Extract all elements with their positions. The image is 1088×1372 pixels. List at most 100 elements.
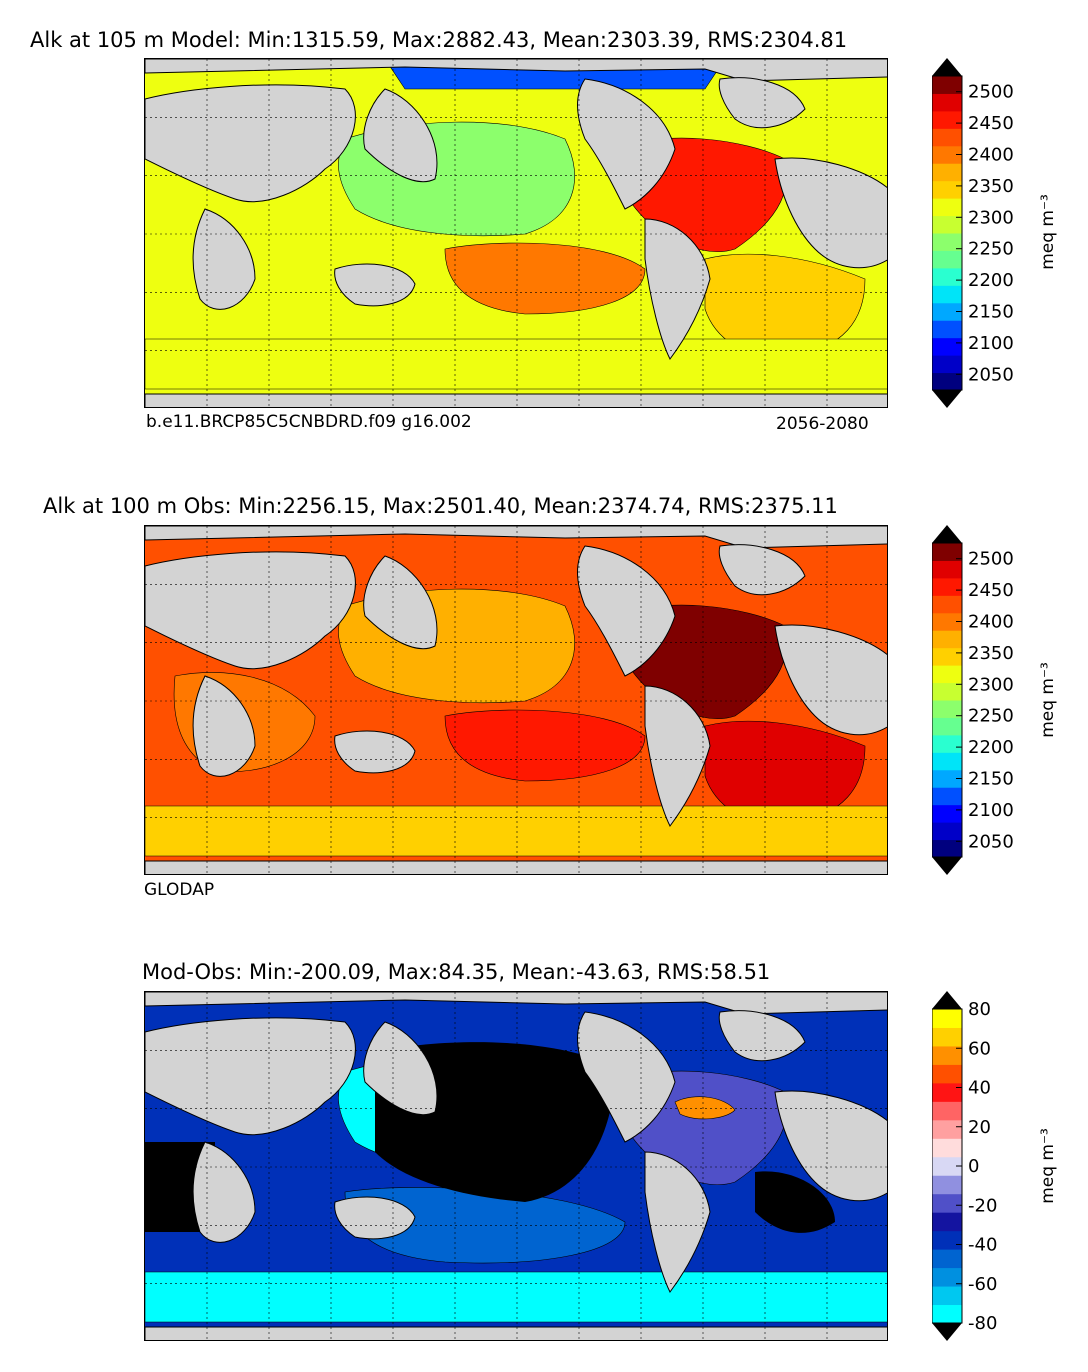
colorbar-tick-label: 2400 xyxy=(968,612,1014,633)
model-title: Alk at 105 m Model: Min:1315.59, Max:288… xyxy=(30,28,848,52)
colorbar-tick-label: 2400 xyxy=(968,145,1014,166)
colorbar-swatch xyxy=(932,682,962,701)
colorbar-swatch xyxy=(932,163,962,182)
land-mass xyxy=(334,1196,416,1240)
colorbar-swatch xyxy=(932,630,962,649)
land-mass xyxy=(363,1021,438,1116)
obs-title: Alk at 100 m Obs: Min:2256.15, Max:2501.… xyxy=(43,494,838,518)
colorbar-swatch xyxy=(932,577,962,596)
colorbar-swatch xyxy=(932,180,962,199)
colorbar-tick-label: 2300 xyxy=(968,674,1014,695)
colorbar-swatch xyxy=(932,198,962,217)
land-mass xyxy=(334,263,416,307)
land-mass xyxy=(145,1017,356,1136)
colorbar-frame xyxy=(931,542,963,858)
colorbar-tick-label: 2450 xyxy=(968,580,1014,601)
colorbar-tick-label: 2350 xyxy=(968,643,1014,664)
colorbar-swatch xyxy=(932,1082,962,1102)
region-gulf-stream xyxy=(674,1096,736,1120)
colorbar-swatch xyxy=(932,647,962,666)
colorbar-swatch xyxy=(932,285,962,304)
colorbar-swatch xyxy=(932,267,962,286)
colorbar-swatch xyxy=(932,1212,962,1232)
colorbar-tick-label: -80 xyxy=(968,1313,997,1334)
colorbar-swatch xyxy=(932,93,962,112)
diff-map xyxy=(144,991,888,1341)
land-mass xyxy=(577,1011,676,1143)
colorbar-swatch xyxy=(932,595,962,614)
colorbar-swatch xyxy=(932,560,962,579)
colorbar-swatch xyxy=(932,1119,962,1139)
colorbar-extend-min xyxy=(932,1323,962,1341)
land-mass xyxy=(145,59,887,82)
colorbar-extend-max xyxy=(932,991,962,1009)
colorbar-swatch xyxy=(932,804,962,823)
colorbar-swatch xyxy=(932,787,962,806)
colorbar-tick-label: 2100 xyxy=(968,333,1014,354)
colorbar-extend-max xyxy=(932,58,962,76)
colorbar-swatch xyxy=(932,110,962,129)
colorbar-swatch xyxy=(932,1175,962,1195)
land-mass xyxy=(192,675,256,777)
land-mass xyxy=(363,88,438,183)
colorbar-swatch xyxy=(932,1045,962,1065)
colorbar-tick-label: 40 xyxy=(968,1078,991,1099)
colorbar-swatch xyxy=(932,1267,962,1287)
colorbar-swatch xyxy=(932,717,962,736)
colorbar-swatch xyxy=(932,700,962,718)
colorbar-tick-label: 20 xyxy=(968,1117,991,1138)
diff-colorbar: -80 -60 -40 -20 0 20 40 60 80 xyxy=(931,991,1052,1345)
land-mass xyxy=(644,685,711,827)
colorbar-swatch xyxy=(932,822,962,841)
region-south-pacific-gyre xyxy=(444,242,646,315)
colorbar-swatch xyxy=(932,734,962,753)
colorbar-tick-label: -40 xyxy=(968,1235,997,1256)
colorbar-tick-label: 60 xyxy=(968,1038,991,1059)
colorbar-tick-label: 2450 xyxy=(968,113,1014,134)
colorbar-swatch xyxy=(932,337,962,356)
colorbar-swatch xyxy=(932,233,962,251)
colorbar-tick-label: 2100 xyxy=(968,800,1014,821)
region-southern-ocean xyxy=(145,805,887,857)
obs-source: GLODAP xyxy=(144,880,215,900)
region-southern-ocean xyxy=(145,338,887,390)
colorbar-extend-max xyxy=(932,525,962,543)
colorbar-extend-min xyxy=(932,390,962,408)
land-mass xyxy=(145,551,356,670)
land-mass xyxy=(718,77,806,129)
colorbar-swatch xyxy=(932,302,962,321)
model-colorbar: 2050 2100 2150 2200 2250 2300 2350 2400 2450 2500 xyxy=(931,58,1052,412)
obs-map xyxy=(144,525,888,875)
colorbar-tick-label: 2500 xyxy=(968,549,1014,570)
model-colorbar-label: meq m⁻³ xyxy=(1037,194,1058,270)
land-mass xyxy=(644,1151,711,1293)
region-south-pacific-gyre xyxy=(444,709,646,782)
colorbar-swatch xyxy=(932,543,962,561)
colorbar-swatch xyxy=(932,769,962,788)
colorbar-tick-label: -60 xyxy=(968,1274,997,1295)
obs-colorbar-label: meq m⁻³ xyxy=(1037,662,1058,738)
diff-title: Mod-Obs: Min:-200.09, Max:84.35, Mean:-4… xyxy=(142,960,771,984)
colorbar-tick-label: 2050 xyxy=(968,364,1014,385)
colorbar-swatch xyxy=(932,355,962,374)
land-mass xyxy=(334,730,416,774)
colorbar-swatch xyxy=(932,76,962,94)
colorbar-swatch xyxy=(932,665,962,684)
land-mass xyxy=(718,544,806,596)
colorbar-swatch xyxy=(932,1064,962,1084)
colorbar-tick-label: 2150 xyxy=(968,769,1014,790)
obs-colorbar: 2050 2100 2150 2200 2250 2300 2350 2400 2450 2500 xyxy=(931,525,1052,879)
colorbar-tick-label: 2200 xyxy=(968,737,1014,758)
colorbar-swatch xyxy=(932,1230,962,1250)
land-mass xyxy=(577,545,676,677)
colorbar-frame xyxy=(931,75,963,391)
land-mass xyxy=(145,84,356,203)
colorbar-swatch xyxy=(932,1286,962,1306)
land-mass xyxy=(145,393,887,407)
land-mass xyxy=(577,78,676,210)
colorbar-swatch xyxy=(932,612,962,631)
land-mass xyxy=(192,208,256,310)
colorbar-tick-label: 0 xyxy=(968,1156,979,1177)
colorbar-tick-label: 2150 xyxy=(968,302,1014,323)
colorbar-swatch xyxy=(932,1249,962,1269)
